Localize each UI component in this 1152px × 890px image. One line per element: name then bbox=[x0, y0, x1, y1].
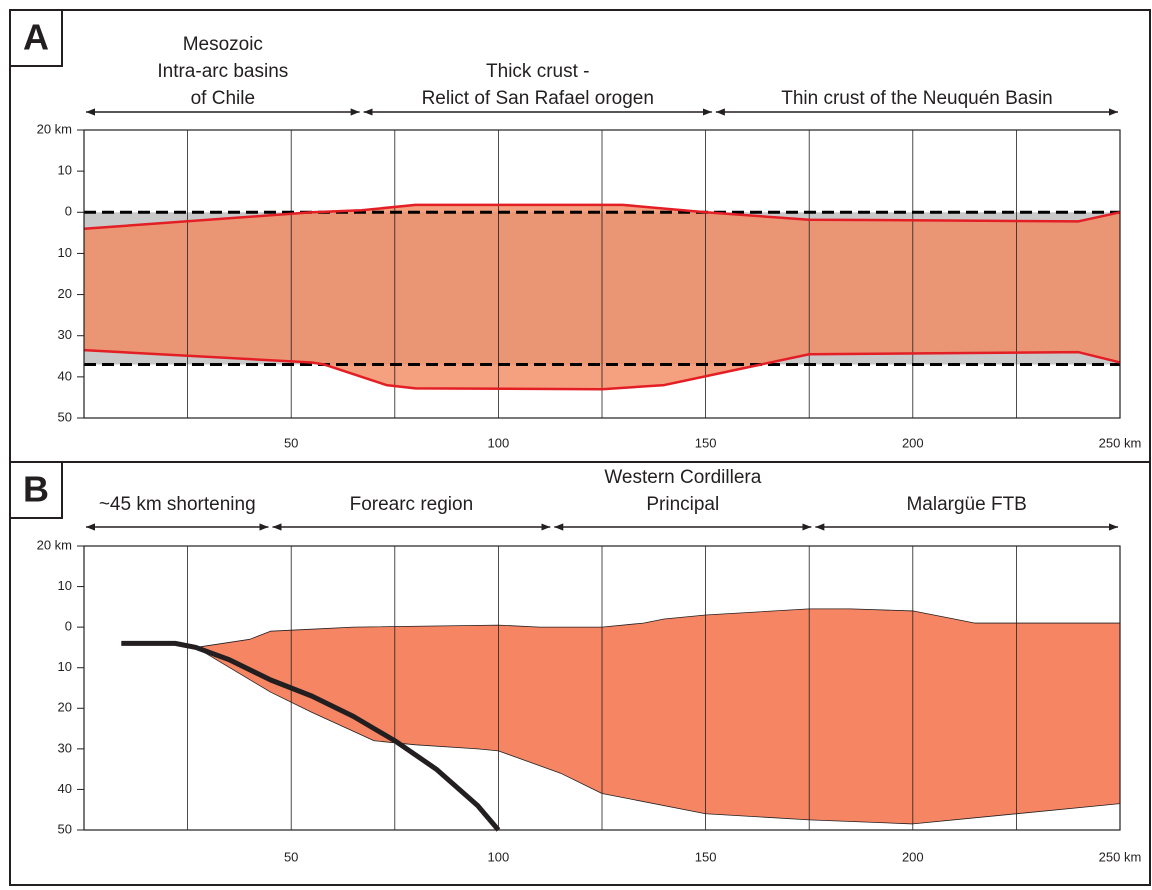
y-tick-label: 0 bbox=[65, 204, 72, 219]
x-tick-label: 200 bbox=[902, 849, 924, 864]
span-label: of Chile bbox=[191, 88, 255, 109]
y-tick-label: 10 bbox=[58, 659, 72, 674]
y-tick-label: 20 km bbox=[37, 537, 72, 552]
span-label: Forearc region bbox=[350, 494, 474, 515]
y-tick-label: 30 bbox=[58, 740, 72, 755]
span-label: Malargüe FTB bbox=[906, 494, 1026, 515]
x-tick-label: 250 km bbox=[1099, 849, 1142, 864]
span-label: Intra-arc basins bbox=[157, 61, 288, 82]
y-tick-label: 40 bbox=[58, 781, 72, 796]
span-label: Thick crust - bbox=[486, 61, 589, 82]
y-tick-label: 20 bbox=[58, 286, 72, 301]
panel-letter: A bbox=[23, 17, 49, 58]
x-tick-label: 100 bbox=[488, 849, 510, 864]
y-tick-label: 10 bbox=[58, 163, 72, 178]
y-tick-label: 50 bbox=[58, 409, 72, 424]
span-label: ~45 km shortening bbox=[99, 494, 256, 515]
y-tick-label: 50 bbox=[58, 821, 72, 836]
x-tick-label: 150 bbox=[695, 435, 717, 450]
x-tick-label: 50 bbox=[284, 849, 298, 864]
y-tick-label: 30 bbox=[58, 327, 72, 342]
x-tick-label: 150 bbox=[695, 849, 717, 864]
span-label: Mesozoic bbox=[183, 34, 263, 55]
panel-letter: B bbox=[23, 469, 49, 510]
crust-fill bbox=[196, 609, 1120, 824]
span-label: Thin crust of the Neuquén Basin bbox=[781, 88, 1052, 109]
x-tick-label: 100 bbox=[488, 435, 510, 450]
x-tick-label: 50 bbox=[284, 435, 298, 450]
y-tick-label: 10 bbox=[58, 578, 72, 593]
y-tick-label: 20 km bbox=[37, 121, 72, 136]
y-tick-label: 40 bbox=[58, 368, 72, 383]
span-label: Principal bbox=[646, 494, 719, 515]
x-tick-label: 250 km bbox=[1099, 435, 1142, 450]
x-tick-label: 200 bbox=[902, 435, 924, 450]
span-label: Western Cordillera bbox=[604, 467, 761, 488]
figure: A Mesozoic Intra-arc basins of Chile Thick c… bbox=[0, 0, 1152, 890]
y-tick-label: 0 bbox=[65, 619, 72, 634]
y-tick-label: 20 bbox=[58, 700, 72, 715]
span-label: Relict of San Rafael orogen bbox=[422, 88, 654, 109]
y-tick-label: 10 bbox=[58, 245, 72, 260]
